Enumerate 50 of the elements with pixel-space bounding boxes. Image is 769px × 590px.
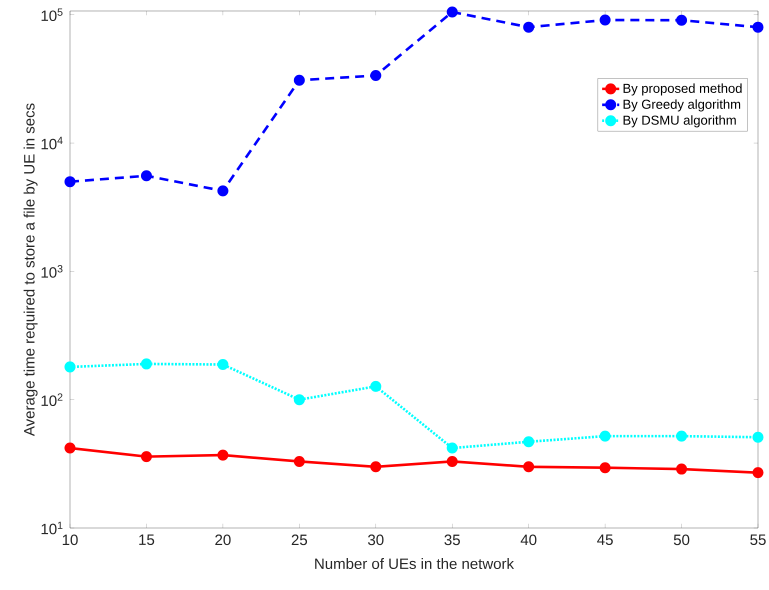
x-tick-label: 30 xyxy=(368,534,384,546)
point xyxy=(294,74,305,86)
point xyxy=(446,442,458,454)
point xyxy=(752,22,764,33)
legend-label: By Greedy algorithm xyxy=(624,99,740,112)
y-tick-label: 10$^{1}$ xyxy=(42,522,62,534)
point xyxy=(752,432,764,443)
point xyxy=(600,462,611,474)
x-tick-label: 10 xyxy=(62,534,78,546)
x-tick-label: 45 xyxy=(597,534,613,545)
y-tick-label: 10$^{3}$ xyxy=(42,265,63,278)
point xyxy=(217,185,228,196)
point xyxy=(523,436,534,448)
y-axis-title: Average time required to store a file by UE in secs xyxy=(24,103,38,436)
point xyxy=(446,6,458,18)
x-tick-label: 50 xyxy=(674,534,690,546)
point xyxy=(523,461,534,472)
point xyxy=(140,451,152,462)
point xyxy=(676,14,688,26)
point xyxy=(600,14,611,26)
point xyxy=(523,22,534,33)
x-tick-label: 40 xyxy=(520,534,536,546)
point xyxy=(446,456,458,467)
point xyxy=(294,394,305,406)
point xyxy=(217,359,228,370)
point xyxy=(600,430,611,442)
point xyxy=(217,450,228,461)
point xyxy=(140,170,152,182)
point xyxy=(370,461,382,472)
x-tick-label: 15 xyxy=(139,534,154,545)
y-tick-label: 10$^{4}$ xyxy=(42,136,63,150)
y-tick-label: 10$^{5}$ xyxy=(42,8,63,22)
legend-label: By DSMU algorithm xyxy=(624,115,736,128)
y-tick-label: 10$^{2}$ xyxy=(42,393,62,406)
point xyxy=(370,380,382,392)
point xyxy=(294,456,305,467)
legend-label: By proposed method xyxy=(624,83,742,96)
point xyxy=(370,70,382,82)
x-tick-label: 20 xyxy=(215,534,231,546)
x-axis-title: Number of UEs in the network xyxy=(315,558,514,570)
point xyxy=(64,361,76,372)
point xyxy=(752,467,764,478)
point xyxy=(64,442,76,454)
point xyxy=(64,176,76,188)
point xyxy=(676,430,688,442)
x-tick-label: 35 xyxy=(444,534,460,546)
x-tick-label: 25 xyxy=(292,534,308,546)
point xyxy=(140,358,152,370)
x-tick-label: 55 xyxy=(750,534,766,545)
point xyxy=(676,464,688,475)
